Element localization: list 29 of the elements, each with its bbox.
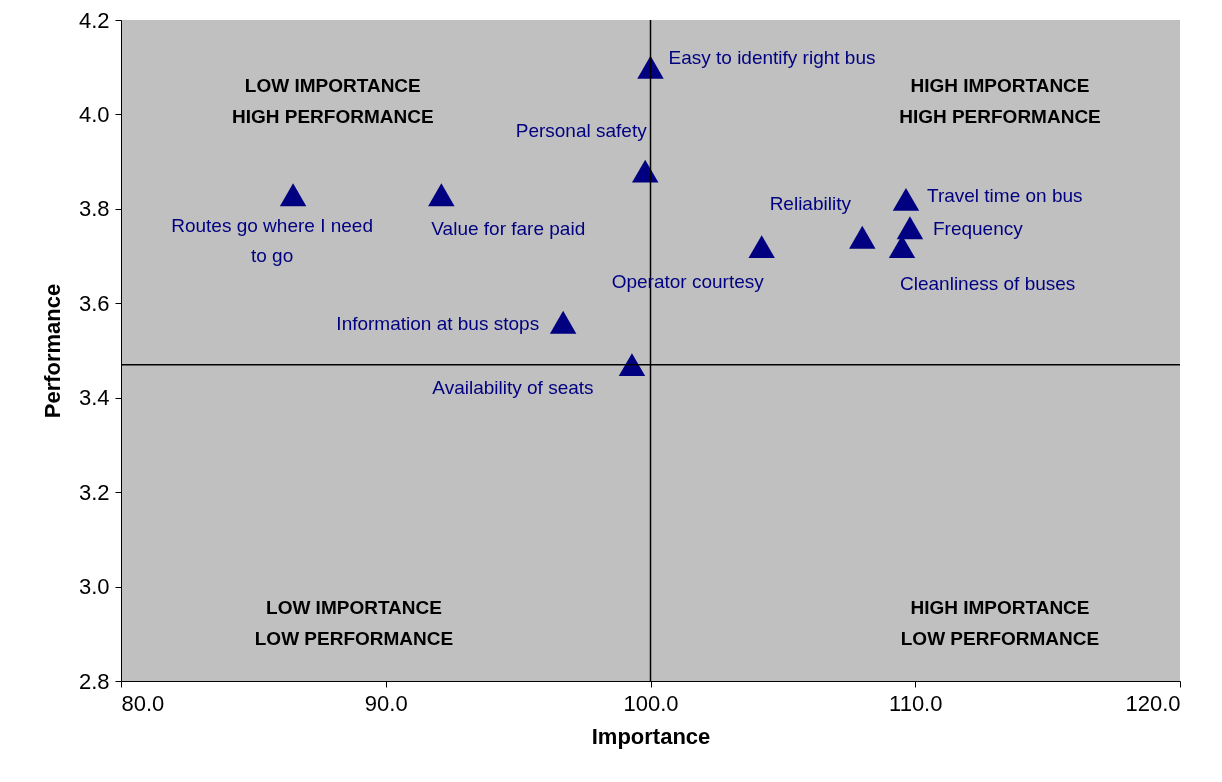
y-axis-title: Performance xyxy=(39,283,65,419)
annotation: Information at bus stops xyxy=(336,313,540,335)
annotation: Easy to identify right bus xyxy=(668,47,876,69)
annotation: Routes go where I need to go xyxy=(171,214,373,266)
annotation: Personal safety xyxy=(515,120,648,142)
y-tick-label: 3.6 xyxy=(78,290,110,316)
annotation: Value for fare paid xyxy=(431,217,586,239)
annotation: HIGH IMPORTANCE HIGH PERFORMANCE xyxy=(899,75,1101,128)
annotation: LOW IMPORTANCE LOW PERFORMANCE xyxy=(254,597,454,650)
annotation: Reliability xyxy=(769,193,852,215)
y-tick-label: 3.0 xyxy=(78,574,110,600)
y-tick-label: 3.4 xyxy=(78,385,110,411)
y-tick-label: 4.2 xyxy=(78,7,110,33)
annotation: HIGH IMPORTANCE LOW PERFORMANCE xyxy=(900,597,1100,650)
y-tick-label: 3.8 xyxy=(78,196,110,222)
y-tick-label: 4.0 xyxy=(78,101,110,127)
x-tick-label: 90.0 xyxy=(364,690,408,716)
x-tick-label: 120.0 xyxy=(1125,690,1181,716)
x-axis-title: Importance xyxy=(591,723,711,749)
x-tick-label: 80.0 xyxy=(121,690,165,716)
y-tick-label: 3.2 xyxy=(78,479,110,505)
annotation: Availability of seats xyxy=(432,376,594,398)
y-tick-label: 2.8 xyxy=(78,668,110,694)
annotation: Travel time on bus xyxy=(926,185,1083,207)
annotation: Frequency xyxy=(932,217,1024,239)
annotation: LOW IMPORTANCE HIGH PERFORMANCE xyxy=(231,75,434,128)
x-tick-label: 110.0 xyxy=(889,690,943,716)
x-tick-label: 100.0 xyxy=(623,690,679,716)
annotation: Cleanliness of buses xyxy=(900,272,1076,294)
